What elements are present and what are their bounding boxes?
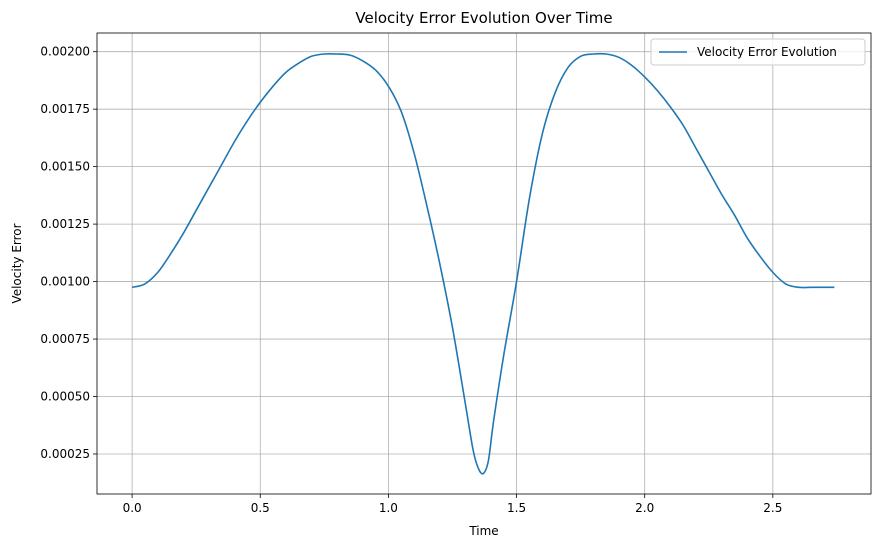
y-tick-label: 0.00025 (40, 447, 90, 461)
x-tick-label: 1.0 (379, 501, 398, 515)
series-layer (131, 52, 835, 475)
x-tick-label: 1.5 (507, 501, 526, 515)
legend: Velocity Error Evolution (650, 38, 866, 66)
y-tick-label: 0.00175 (40, 102, 90, 116)
series-line-velocity-error (131, 52, 835, 475)
chart-title: Velocity Error Evolution Over Time (355, 9, 612, 27)
y-tick-label: 0.00050 (40, 390, 90, 404)
x-tick-label: 0.5 (251, 501, 270, 515)
grid (97, 33, 871, 494)
legend-entry-label: Velocity Error Evolution (697, 45, 837, 59)
x-axis-label: Time (468, 524, 498, 538)
y-tick-label: 0.00125 (40, 217, 90, 231)
x-tick-label: 2.0 (635, 501, 654, 515)
x-tick-label: 0.0 (123, 501, 142, 515)
y-tick-label: 0.00075 (40, 332, 90, 346)
x-tick-label: 2.5 (763, 501, 782, 515)
legend-box (650, 38, 866, 66)
y-tick-label: 0.00100 (40, 275, 90, 289)
y-tick-label: 0.00200 (40, 45, 90, 59)
y-tick-label: 0.00150 (40, 160, 90, 174)
y-axis-label: Velocity Error (10, 223, 24, 303)
ticks: 0.0 0.5 1.0 1.5 2.0 2.5 0.00025 0.00050 0.00075 0… (40, 45, 782, 515)
plot-area-frame (96, 32, 872, 495)
